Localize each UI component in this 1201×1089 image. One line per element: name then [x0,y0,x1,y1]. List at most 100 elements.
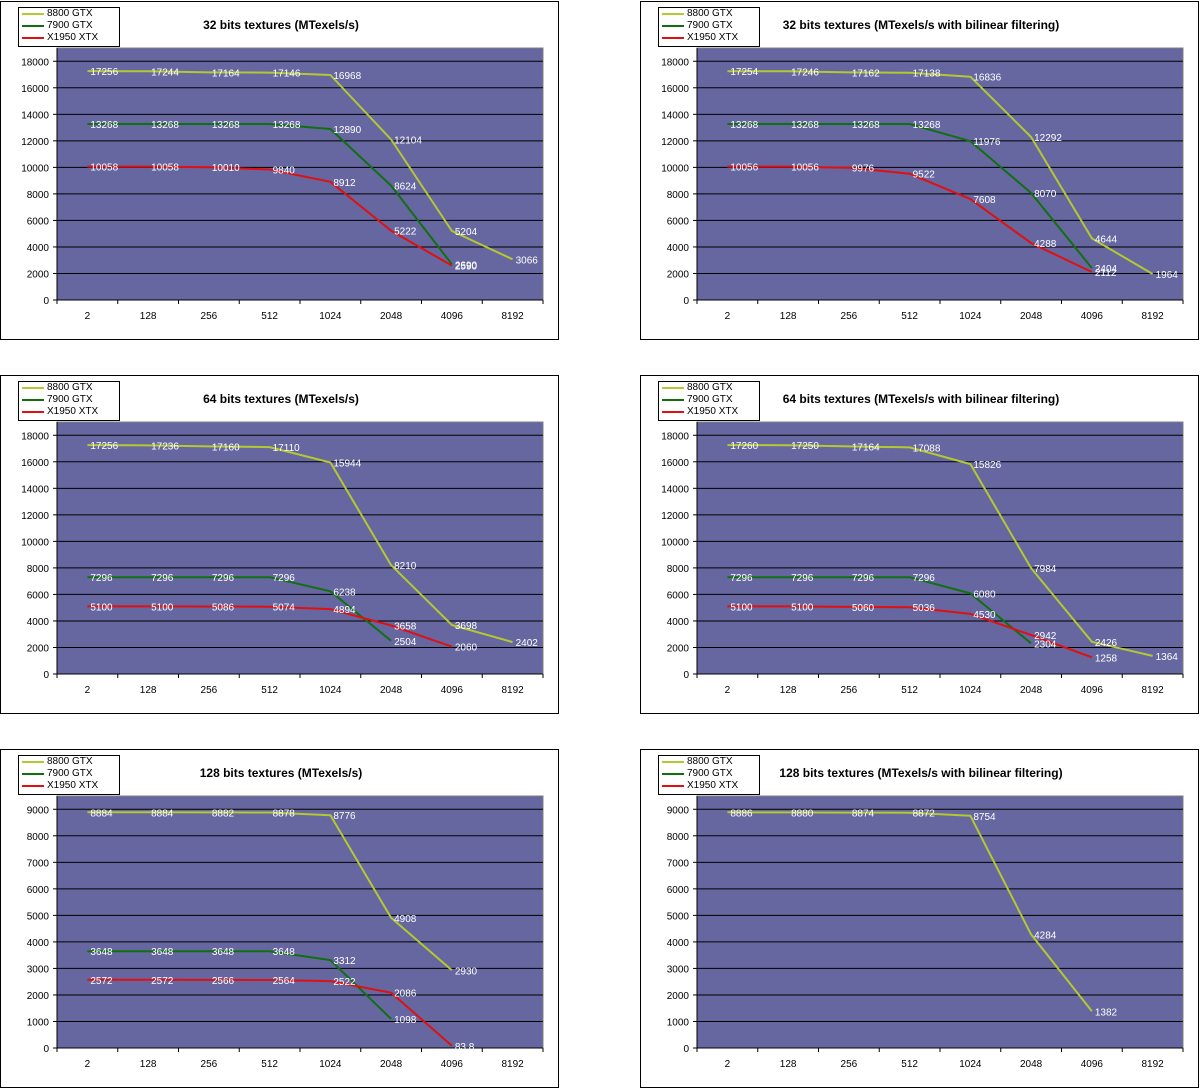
legend-label: X1950 XTX [47,32,99,43]
data-label: 15826 [973,460,1001,471]
x-tick-label: 4096 [1081,685,1104,696]
data-label: 1098 [394,1015,417,1026]
x-tick-label: 256 [841,311,858,322]
data-label: 1364 [1156,652,1179,663]
y-tick-label: 9000 [667,805,690,816]
chart-5: 0 1000 2000 3000 4000 5000 6000 7000 8000 9000 2 12… [0,749,559,1088]
y-tick-label: 8000 [667,564,690,575]
data-label: 10056 [791,163,819,174]
chart-title: 64 bits textures (MTexels/s) [203,392,359,406]
y-tick-label: 10000 [661,537,689,548]
series-line-1 [727,576,1032,645]
x-tick-label: 128 [140,311,157,322]
data-label: 17160 [212,442,240,453]
y-tick-label: 1000 [667,1017,690,1028]
x-tick-label: 4096 [441,685,464,696]
plot-area [696,47,1184,301]
data-label: 1258 [1095,653,1118,664]
data-label: 8884 [90,808,113,819]
data-label: 17256 [90,441,118,452]
x-tick-label: 512 [901,685,918,696]
data-label: 1382 [1095,1007,1118,1018]
y-tick-label: 2000 [667,643,690,654]
x-tick-label: 1024 [319,685,342,696]
data-label: 7296 [913,573,936,584]
x-tick-label: 128 [780,1059,797,1070]
y-tick-label: 5000 [27,911,50,922]
data-label: 8912 [333,178,356,189]
legend-entry: 7900 GTX [659,768,759,780]
chart-svg: 0 2000 4000 6000 8000 10000 12000 14000 16000 180… [661,18,1184,322]
y-tick-label: 2000 [27,991,50,1002]
data-label: 3648 [151,947,174,958]
legend-swatch [662,411,684,413]
series-line-2 [87,165,453,267]
data-label: 9522 [913,170,936,181]
y-tick-label: 14000 [661,484,689,495]
legend-label: 8800 GTX [47,756,93,767]
x-tick-label: 2048 [1020,311,1043,322]
data-label: 10010 [212,163,240,174]
data-label: 8886 [730,808,753,819]
data-label: 10056 [730,163,758,174]
data-label: 13268 [730,120,758,131]
y-tick-label: 7000 [27,858,50,869]
data-label: 15944 [333,459,361,470]
x-tick-label: 2 [85,1059,91,1070]
plot-area [56,47,544,301]
data-label: 7296 [273,573,296,584]
legend: 8800 GTX 7900 GTX X1950 XTX [18,7,120,47]
chart-title: 32 bits textures (MTexels/s) [203,18,359,32]
data-label: 5086 [212,603,235,614]
data-label: 5074 [273,603,296,614]
legend-entry: X1950 XTX [19,32,119,44]
legend-label: 7900 GTX [687,20,733,31]
legend-entry: X1950 XTX [659,32,759,44]
data-label: 13268 [913,120,941,131]
x-tick-label: 512 [261,311,278,322]
series-line-2 [727,605,1093,659]
data-label: 17146 [273,69,301,80]
data-label: 3648 [273,947,296,958]
legend-swatch [22,37,44,39]
chart-2: 0 2000 4000 6000 8000 10000 12000 14000 16000 180… [640,1,1199,340]
chart-title: 128 bits textures (MTexels/s with biline… [779,766,1062,780]
data-label: 4284 [1034,930,1057,941]
series-line-0 [87,444,513,644]
y-tick-label: 12000 [21,511,49,522]
data-label: 3658 [394,621,417,632]
data-label: 2572 [151,976,174,987]
chart-3: 0 2000 4000 6000 8000 10000 12000 14000 16000 180… [0,375,559,714]
data-label: 6238 [333,587,356,598]
data-label: 3698 [455,621,478,632]
series-line-0 [727,811,1093,1012]
series-line-0 [87,811,453,972]
data-label: 2304 [1034,639,1057,650]
x-tick-label: 1024 [959,1059,982,1070]
y-tick-label: 16000 [661,84,689,95]
data-label: 12292 [1034,133,1062,144]
legend-label: 8800 GTX [687,8,733,19]
data-label: 2572 [90,976,113,987]
data-label: 13268 [852,120,880,131]
data-label: 5100 [730,602,753,613]
legend: 8800 GTX 7900 GTX X1950 XTX [658,7,760,47]
y-tick-label: 2000 [27,269,50,280]
x-tick-label: 1024 [959,685,982,696]
x-tick-label: 256 [841,685,858,696]
data-label: 7296 [852,573,875,584]
legend-entry: 8800 GTX [19,382,119,394]
data-label: 8884 [151,808,174,819]
legend: 8800 GTX 7900 GTX X1950 XTX [18,381,120,421]
data-label: 3648 [212,947,235,958]
legend-entry: X1950 XTX [659,406,759,418]
series-line-1 [87,123,453,265]
y-tick-label: 8000 [27,190,50,201]
data-label: 2690 [455,260,478,271]
x-tick-label: 8192 [1142,311,1165,322]
x-tick-label: 8192 [502,1059,525,1070]
legend-swatch [22,399,44,401]
x-tick-label: 1024 [319,1059,342,1070]
chart-1: 0 2000 4000 6000 8000 10000 12000 14000 16000 180… [0,1,559,340]
data-label: 8880 [791,808,814,819]
